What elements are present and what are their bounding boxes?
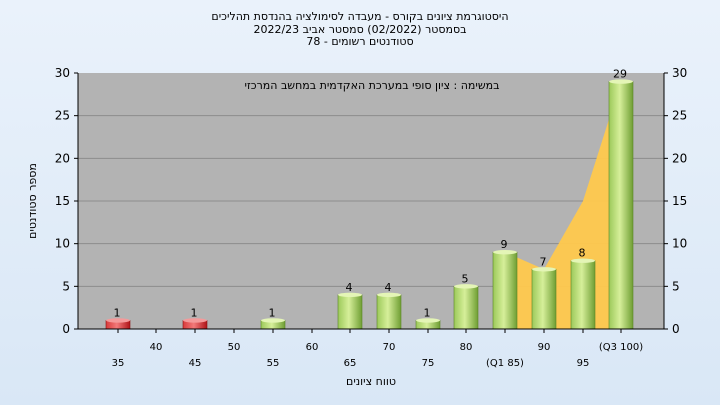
bar-cap — [493, 250, 517, 255]
y-tick-label-right: 10 — [672, 237, 687, 251]
x-tick-label: 95 — [577, 358, 590, 369]
bar-value-label: 4 — [385, 281, 392, 294]
x-tick-label: 70 — [383, 342, 396, 353]
bar-value-label: 4 — [346, 281, 353, 294]
bar — [453, 286, 479, 330]
bar-cap — [106, 318, 130, 323]
bar-value-label: 9 — [501, 238, 508, 251]
y-tick-label-right: 0 — [672, 322, 680, 336]
bar-cap — [454, 284, 478, 289]
x-tick-label: 90 — [538, 342, 551, 353]
y-tick-label-left: 25 — [55, 109, 70, 123]
x-tick-label: (Q1 85) — [486, 358, 524, 369]
x-tick-label: 80 — [460, 342, 473, 353]
chart-title-line2: בסמסטר (02/2022) סמסטר אביב 2022/23 — [253, 22, 467, 36]
chart-annotation: במשימה : ציון סופי במערכת האקדמית במחשב … — [245, 79, 500, 92]
bar-value-label: 1 — [114, 306, 121, 319]
x-tick-label: 40 — [150, 342, 163, 353]
y-tick-label-right: 5 — [672, 279, 680, 293]
y-tick-label-right: 30 — [672, 66, 687, 80]
x-tick-label: 60 — [306, 342, 319, 353]
x-tick-label: 45 — [189, 358, 202, 369]
bar — [492, 251, 518, 330]
bars-layer: 1 1 1 4 4 1 5 9 7 8 29 — [105, 68, 634, 330]
bar — [337, 294, 363, 330]
bar-value-label: 1 — [191, 306, 198, 319]
bar-value-label: 1 — [269, 306, 276, 319]
bar-value-label: 29 — [613, 68, 627, 81]
bar-value-label: 5 — [462, 272, 469, 285]
y-tick-label-right: 20 — [672, 151, 687, 165]
y-tick-label-left: 5 — [62, 279, 70, 293]
bar — [531, 268, 557, 330]
bar-cap — [183, 318, 207, 323]
x-tick-label: 75 — [422, 358, 435, 369]
x-tick-label: 35 — [112, 358, 125, 369]
chart-title-line3: סטודנטים רשומים - 78 — [306, 35, 414, 48]
x-tick-label: (Q3 100) — [599, 342, 643, 353]
bar-value-label: 1 — [424, 306, 431, 319]
bar-cap — [609, 79, 633, 84]
y-tick-label-right: 15 — [672, 194, 687, 208]
chart-titles: היסטוגרמת ציונים בקורס - מעבדה לסימולציה… — [0, 10, 720, 49]
bar-value-label: 8 — [579, 247, 586, 260]
bar-cap — [261, 318, 285, 323]
y-tick-label-right: 25 — [672, 109, 687, 123]
bar — [376, 294, 402, 330]
x-tick-label: 55 — [267, 358, 280, 369]
bar-value-label: 7 — [540, 255, 547, 268]
y-tick-label-left: 10 — [55, 237, 70, 251]
y-axis-title: מספר סטודנטים — [26, 163, 39, 239]
bar — [608, 81, 634, 330]
bar-cap — [532, 267, 556, 272]
y-tick-label-left: 20 — [55, 151, 70, 165]
y-tick-label-left: 30 — [55, 66, 70, 80]
y-tick-label-left: 15 — [55, 194, 70, 208]
bar-cap — [338, 292, 362, 298]
x-axis-title: טווח ציונים — [346, 375, 396, 388]
bar — [570, 260, 596, 330]
bar-cap — [416, 318, 440, 323]
chart-title-line1: היסטוגרמת ציונים בקורס - מעבדה לסימולציה… — [211, 10, 509, 23]
x-tick-label: 50 — [228, 342, 241, 353]
x-tick-label: 65 — [344, 358, 357, 369]
bar-cap — [377, 292, 401, 298]
bar-cap — [571, 258, 595, 263]
y-tick-label-left: 0 — [62, 322, 70, 336]
